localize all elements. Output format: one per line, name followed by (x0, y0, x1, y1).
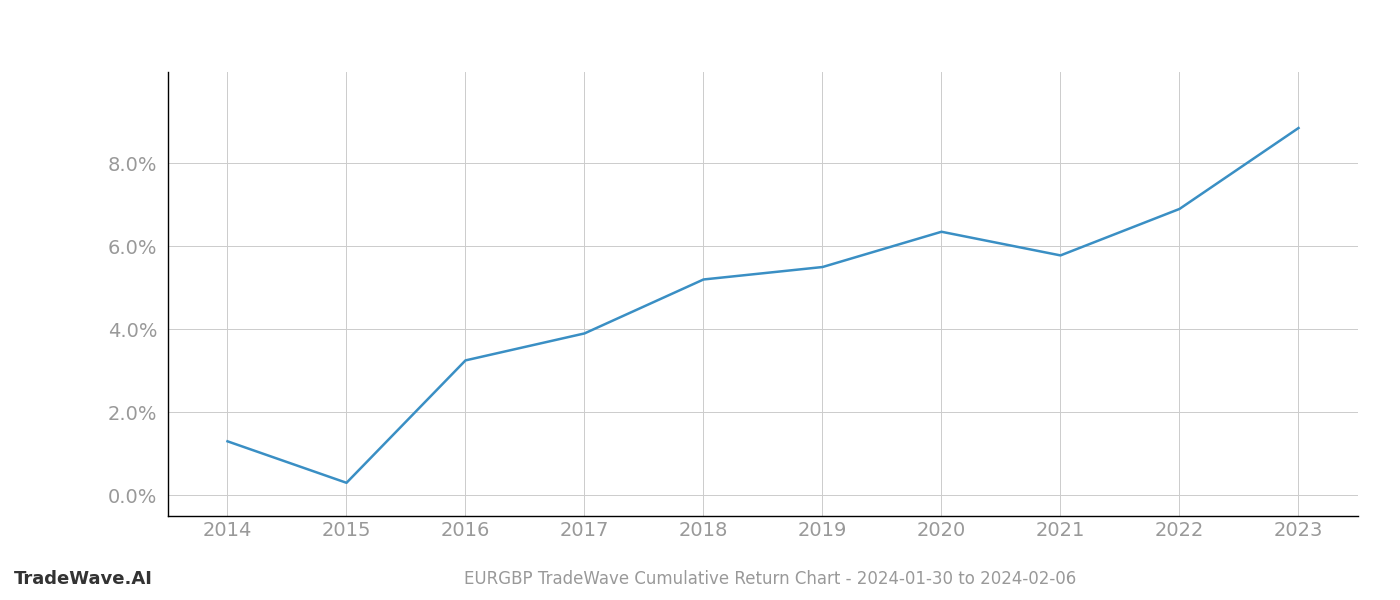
Text: TradeWave.AI: TradeWave.AI (14, 570, 153, 588)
Text: EURGBP TradeWave Cumulative Return Chart - 2024-01-30 to 2024-02-06: EURGBP TradeWave Cumulative Return Chart… (463, 570, 1077, 588)
